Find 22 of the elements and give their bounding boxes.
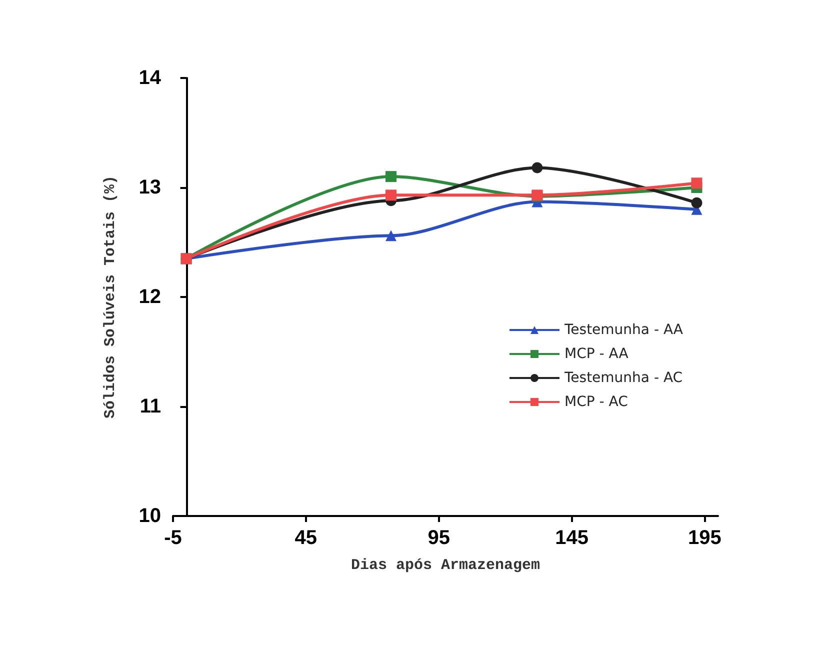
point <box>386 190 396 201</box>
x-tick-label: 45 <box>294 527 318 549</box>
x-tick-label: 95 <box>428 527 450 549</box>
point <box>386 230 396 242</box>
point <box>691 197 702 208</box>
point <box>691 178 702 189</box>
y-axis-title: Sólidos Solúveis Totais (%) <box>102 175 119 419</box>
y-tick-label: 14 <box>138 67 162 89</box>
x-tick-label: -5 <box>164 527 182 549</box>
y-tick-label: 13 <box>138 176 161 198</box>
legend-label: MCP - AA <box>564 346 629 362</box>
x-tick-label: 195 <box>688 527 722 549</box>
x-axis-title: Dias após Armazenagem <box>350 557 540 574</box>
legend-label: MCP - AC <box>564 394 628 410</box>
point <box>386 171 396 182</box>
y-tick-label: 10 <box>138 505 161 527</box>
y-tick-label: 11 <box>140 396 161 418</box>
legend-label: Testemunha - AA <box>563 322 684 338</box>
point <box>532 162 543 174</box>
x-tick-label: 145 <box>555 527 588 549</box>
legend-label: Testemunha - AC <box>563 370 683 386</box>
y-tick-label: 12 <box>138 286 161 308</box>
